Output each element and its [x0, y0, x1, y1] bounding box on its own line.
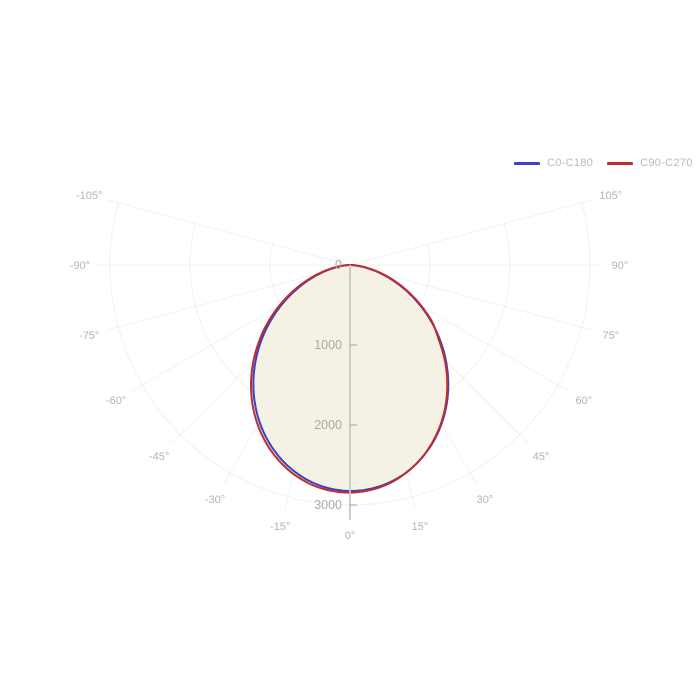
polar-grid-spoke--75 [106, 264, 351, 331]
angle-tick-label--90: -90° [70, 260, 90, 272]
angle-tick-label-105: 105° [599, 190, 622, 202]
polar-grid-spoke-75 [349, 264, 594, 331]
angle-tick-label-15: 15° [412, 521, 429, 533]
legend-item-c90-c270[interactable]: C90-C270 [607, 157, 693, 169]
angle-tick-label-30: 30° [477, 494, 494, 506]
polar-grid-spoke--105 [106, 199, 351, 266]
chart-legend: C0-C180 C90-C270 [514, 157, 693, 169]
angle-tick-label-0: 0° [345, 530, 356, 542]
legend-label-c0-c180: C0-C180 [547, 157, 594, 169]
radial-tick-label-0: 0 [335, 258, 342, 272]
legend-swatch-c90-c270 [607, 161, 634, 165]
legend-swatch-c0-c180 [514, 161, 540, 165]
legend-item-c0-c180[interactable]: C0-C180 [514, 157, 593, 169]
radial-tick-label-1000: 1000 [314, 338, 342, 352]
angle-tick-label--45: -45° [149, 451, 169, 463]
angle-tick-label-90: 90° [612, 260, 629, 272]
angle-tick-label--75: -75° [79, 330, 99, 342]
legend-label-c90-c270: C90-C270 [640, 157, 693, 169]
angle-tick-label-45: 45° [533, 451, 550, 463]
angle-tick-label--105: -105° [76, 190, 102, 202]
polar-grid-spoke-105 [349, 199, 594, 266]
angle-tick-label-60: 60° [576, 395, 593, 407]
angle-tick-label--30: -30° [205, 494, 225, 506]
radial-tick-label-3000: 3000 [314, 498, 342, 512]
radial-tick-label-2000: 2000 [314, 418, 342, 432]
angle-tick-label--60: -60° [106, 395, 126, 407]
angle-tick-label--15: -15° [270, 521, 290, 533]
angle-tick-label-75: 75° [602, 330, 619, 342]
